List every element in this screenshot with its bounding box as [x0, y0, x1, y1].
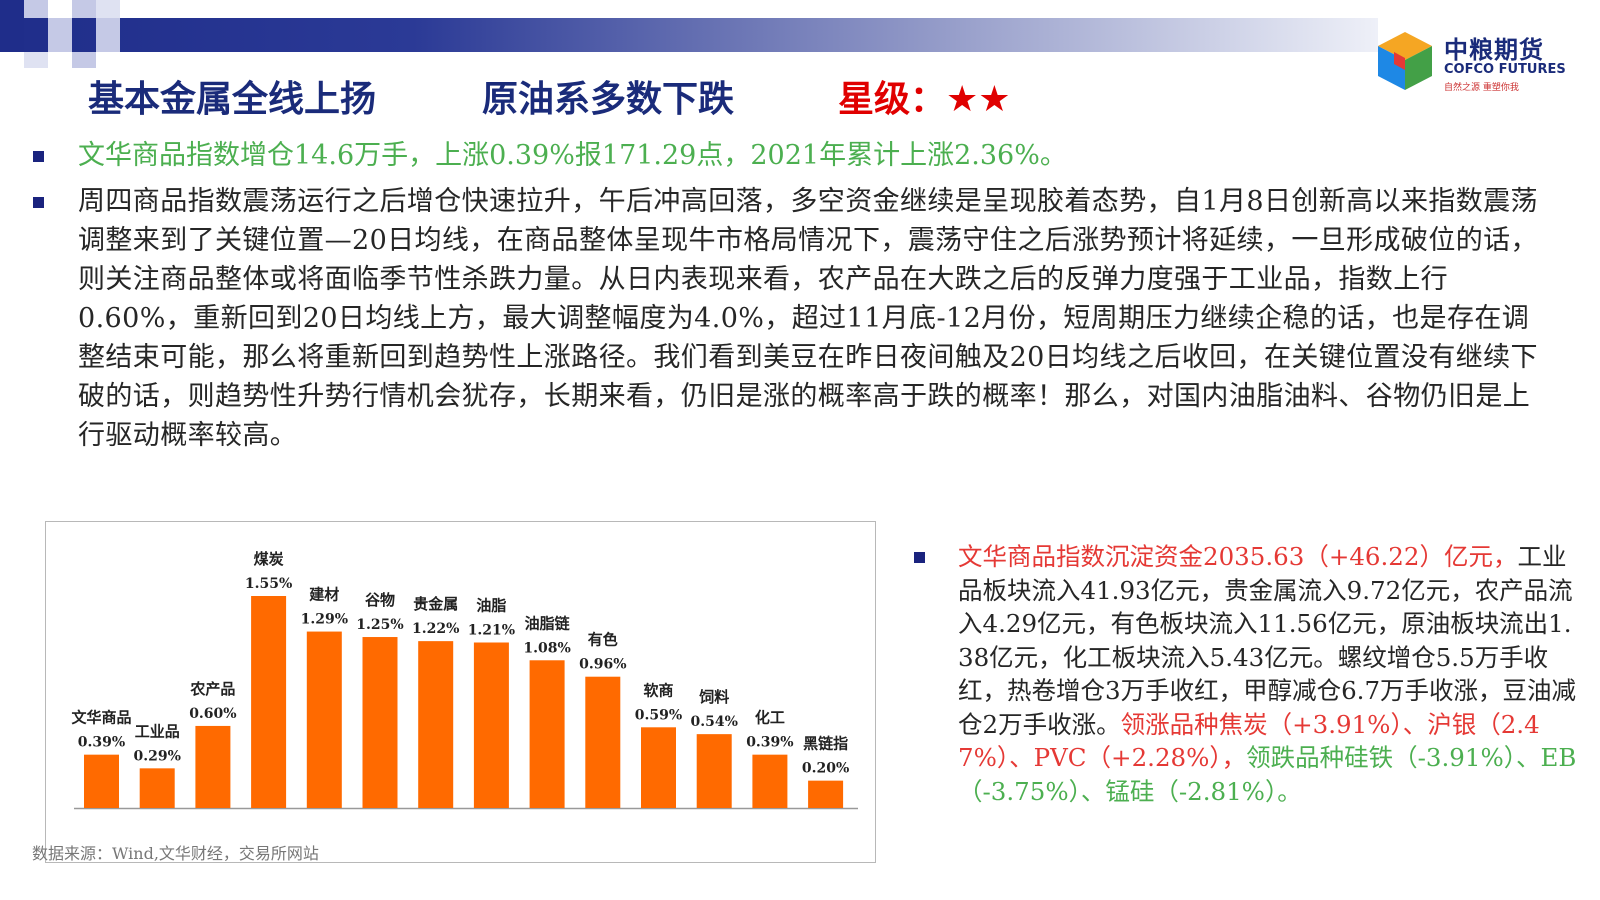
bar-0: [84, 754, 119, 808]
bar-value-label: 1.08%: [523, 640, 570, 656]
bar-category-label: 工业品: [135, 722, 180, 740]
bar-value-label: 0.59%: [635, 707, 682, 723]
bar-category-label: 谷物: [365, 591, 395, 609]
bar-6: [418, 641, 454, 808]
bar-4: [306, 631, 342, 808]
bar-value-label: 0.39%: [78, 735, 125, 751]
bar-11: [696, 734, 732, 808]
deco-square: [72, 52, 96, 68]
bar-10: [641, 727, 676, 808]
bar-value-label: 0.54%: [690, 714, 737, 730]
bar-value-label: 1.25%: [356, 617, 403, 633]
bar-8: [529, 660, 565, 808]
bar-value-label: 0.20%: [802, 761, 849, 777]
bar-3: [251, 596, 287, 808]
bar-value-label: 1.55%: [245, 576, 292, 592]
logo-slogan: 自然之源 重塑你我: [1444, 83, 1519, 93]
bullet-square-icon: [914, 552, 925, 563]
bullet-square-icon: [33, 151, 44, 162]
top-losers-text: 领跌品种硅铁（-3.91%）、EB（-3.75%）、锰硅（-2.81%）。: [958, 743, 1577, 806]
page-subtitle: 原油系多数下跌: [482, 79, 735, 120]
bullet-square-icon: [33, 197, 44, 208]
funds-black-text: 工业品板块流入41.93亿元，贵金属流入9.72亿元，农产品流入4.29亿元，有…: [958, 542, 1577, 739]
analysis-text: 周四商品指数震荡运行之后增仓快速拉升，午后冲高回落，多空资金继续是呈现胶着态势，…: [78, 186, 1538, 451]
bar-5: [362, 637, 398, 808]
deco-square: [0, 0, 24, 18]
bar-category-label: 农产品: [189, 680, 235, 698]
cofco-logo: 中粮期货 COFCO FUTURES 自然之源 重塑你我: [1372, 28, 1592, 98]
bar-2: [195, 725, 231, 808]
funds-red-text: 文华商品指数沉淀资金2035.63（+46.22）亿元，: [958, 542, 1518, 571]
summary-text: 文华商品指数增仓14.6万手，上涨0.39%报171.29点，2021年累计上涨…: [78, 140, 1067, 171]
bar-13: [808, 780, 844, 808]
bar-category-label: 软商: [643, 681, 673, 699]
deco-square: [96, 0, 120, 18]
bar-chart-svg: 0.39% 文华商品 0.29% 工业品 0.60% 农产品 1.55% 煤炭 1.29% 建材 1…: [71, 550, 858, 810]
header-band: [0, 18, 1378, 52]
rating-label: 星级：★★: [838, 79, 1011, 120]
bar-category-label: 油脂链: [525, 614, 571, 632]
deco-square: [0, 18, 24, 52]
bar-value-label: 0.39%: [746, 735, 793, 751]
bar-category-label: 建材: [309, 586, 339, 604]
deco-square: [96, 18, 120, 52]
sector-change-chart: 0.39% 文华商品 0.29% 工业品 0.60% 农产品 1.55% 煤炭 1.29% 建材 1…: [45, 521, 876, 863]
bar-9: [585, 676, 621, 808]
logo-en-text: COFCO FUTURES: [1444, 62, 1566, 77]
bar-category-label: 有色: [588, 631, 618, 649]
funds-text: 文华商品指数沉淀资金2035.63（+46.22）亿元，工业品板块流入41.93…: [958, 540, 1583, 808]
bar-value-label: 0.96%: [579, 657, 626, 673]
cube-logo-icon: [1378, 32, 1432, 90]
deco-square: [24, 0, 48, 18]
logo-cn-text: 中粮期货: [1444, 36, 1544, 64]
bar-1: [139, 768, 175, 808]
top-gainers-text: 领涨品种焦炭（+3.91%）、沪银（2.47%）、PVC（+2.28%），: [958, 709, 1540, 773]
page-title: 基本金属全线上扬: [88, 79, 377, 120]
bar-value-label: 1.29%: [301, 612, 348, 628]
bar-category-label: 贵金属: [413, 595, 458, 613]
bar-category-label: 化工: [755, 709, 785, 727]
deco-square: [48, 18, 72, 52]
bar-category-label: 油脂: [476, 597, 506, 615]
bar-value-label: 1.21%: [468, 623, 515, 639]
bar-7: [473, 642, 509, 808]
bar-category-label: 文华商品: [71, 709, 131, 727]
bar-value-label: 0.60%: [189, 706, 236, 722]
bar-value-label: 0.29%: [133, 748, 180, 764]
bar-category-label: 黑链指: [803, 735, 848, 753]
bar-12: [752, 754, 788, 808]
deco-square: [72, 0, 96, 18]
data-source: 数据来源：Wind,文华财经，交易所网站: [32, 844, 319, 863]
bar-category-label: 饲料: [698, 688, 729, 706]
deco-square: [24, 52, 48, 68]
bar-category-label: 煤炭: [254, 550, 284, 568]
bar-value-label: 1.22%: [412, 621, 459, 637]
